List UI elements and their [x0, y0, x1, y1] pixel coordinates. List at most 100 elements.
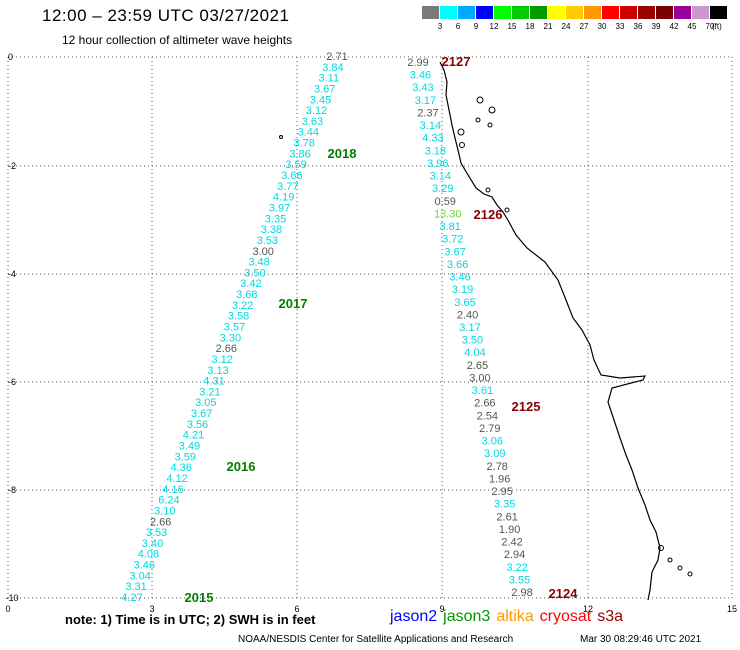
y-tick-label: -8	[8, 485, 16, 495]
wave-height-value: 2.54	[477, 410, 498, 422]
wave-height-value: 2.71	[326, 51, 347, 63]
wave-height-value: 3.35	[265, 213, 286, 225]
wave-height-value: 4.21	[183, 430, 204, 442]
pass-number-label: 2126	[474, 207, 503, 222]
color-swatch	[656, 6, 674, 19]
wave-height-value: 3.63	[302, 116, 323, 128]
color-swatch	[548, 6, 566, 19]
wave-height-value: 3.96	[427, 158, 448, 170]
wave-height-value: 3.66	[447, 259, 468, 271]
wave-height-value: 3.00	[252, 246, 273, 258]
wave-height-value: 3.46	[449, 272, 470, 284]
wave-height-value: 3.50	[462, 335, 483, 347]
color-scale-bar	[422, 6, 728, 19]
color-swatch	[692, 6, 710, 19]
wave-height-value: 3.14	[430, 171, 451, 183]
wave-height-value: 4.08	[138, 549, 159, 561]
wave-height-value: 3.43	[412, 82, 433, 94]
note-text: note: 1) Time is in UTC; 2) SWH is in fe…	[65, 612, 316, 627]
wave-height-value: 3.59	[175, 451, 196, 463]
wave-height-value: 3.55	[509, 574, 530, 586]
legend-item: jason3	[443, 608, 491, 625]
color-scale-tick: 30	[597, 22, 607, 31]
wave-height-value: 3.06	[482, 436, 503, 448]
color-scale-tick: 45	[687, 22, 697, 31]
wave-height-value: 3.22	[232, 300, 253, 312]
x-tick-label: 12	[583, 604, 593, 614]
wave-height-value: 13.30	[434, 208, 462, 220]
wave-height-value: 2.40	[457, 309, 478, 321]
timestamp-text: Mar 30 08:29:46 UTC 2021	[580, 634, 702, 645]
x-tick-label: 15	[727, 604, 737, 614]
wave-height-value: 1.96	[489, 473, 510, 485]
color-swatch	[620, 6, 638, 19]
wave-height-value: 3.48	[248, 257, 269, 269]
color-scale-tick: 39	[651, 22, 661, 31]
wave-height-value: 3.66	[281, 170, 302, 182]
color-scale-tick: 36	[633, 22, 643, 31]
wave-height-value: 3.67	[191, 408, 212, 420]
wave-height-value: 1.90	[499, 524, 520, 536]
wave-height-value: 3.10	[154, 505, 175, 517]
y-tick-label: -4	[8, 269, 16, 279]
y-tick-label: -2	[8, 161, 16, 171]
color-swatch	[512, 6, 530, 19]
wave-height-value: 3.53	[257, 235, 278, 247]
color-scale-tick: 18	[525, 22, 535, 31]
pass-number-label: 2015	[185, 590, 214, 605]
color-swatch	[566, 6, 584, 19]
wave-height-value: 2.94	[504, 549, 525, 561]
color-scale-tick: 6	[455, 22, 461, 31]
wave-height-value: 3.13	[207, 365, 228, 377]
legend-item: s3a	[597, 608, 624, 625]
wave-height-value: 3.46	[410, 70, 431, 82]
color-swatch	[530, 6, 548, 19]
wave-height-value: 3.44	[298, 127, 319, 139]
wave-height-value: 3.59	[285, 159, 306, 171]
satellite-legend: jason2 jason3 altika cryosat s3a	[390, 608, 623, 626]
wave-height-value: 2.42	[501, 537, 522, 549]
wave-height-value: 2.78	[487, 461, 508, 473]
credit-text: NOAA/NESDIS Center for Satellite Applica…	[238, 634, 514, 645]
y-tick-label: 0	[8, 52, 13, 62]
axis-labels: 0 3 6 9 12 15 0 -2 -4 -6 -8 -10	[5, 52, 737, 614]
x-tick-label: 0	[5, 604, 10, 614]
color-scale-tick: 70	[705, 22, 715, 31]
wave-height-value: 2.79	[479, 423, 500, 435]
color-scale-unit: (ft)	[712, 22, 722, 31]
wave-height-value: 3.58	[228, 311, 249, 323]
page-subtitle: 12 hour collection of altimeter wave hei…	[62, 33, 293, 47]
wave-height-value: 3.45	[310, 94, 331, 106]
wave-height-value: 3.04	[129, 570, 150, 582]
wave-height-value: 3.31	[125, 581, 146, 593]
wave-height-value: 3.14	[420, 120, 441, 132]
color-scale-tick: 12	[489, 22, 499, 31]
wave-height-value: 4.36	[170, 462, 191, 474]
wave-height-value: 3.12	[211, 354, 232, 366]
wave-height-value: 3.97	[269, 202, 290, 214]
legend-item: cryosat	[539, 608, 592, 625]
pass-number-label: 2125	[512, 399, 541, 414]
wave-height-value: 3.30	[220, 332, 241, 344]
color-swatch	[674, 6, 692, 19]
color-swatch	[602, 6, 620, 19]
wave-height-value: 3.86	[289, 148, 310, 160]
wave-height-value: 6.24	[158, 495, 179, 507]
wave-height-value: 3.84	[322, 62, 343, 74]
wave-height-value: 4.16	[162, 484, 183, 496]
grid-lines	[7, 56, 733, 599]
pass-labels: 2018 2017 2016 2015 2127 2126 2125 2124	[185, 54, 579, 605]
wave-height-value: 2.99	[407, 57, 428, 69]
y-tick-label: -10	[5, 593, 18, 603]
pass-number-label: 2127	[442, 54, 471, 69]
wave-height-value: 3.68	[236, 289, 257, 301]
x-tick-label: 9	[439, 604, 444, 614]
wave-height-value: 3.49	[179, 441, 200, 453]
pass-number-label: 2016	[227, 459, 256, 474]
wave-height-value: 2.37	[417, 107, 438, 119]
color-swatch	[638, 6, 656, 19]
wave-height-value: 3.22	[506, 562, 527, 574]
legend-item: altika	[496, 608, 534, 625]
satellite-track-jason3: 2.713.843.113.673.453.123.633.443.783.86…	[121, 51, 347, 604]
color-scale-tick: 21	[543, 22, 553, 31]
